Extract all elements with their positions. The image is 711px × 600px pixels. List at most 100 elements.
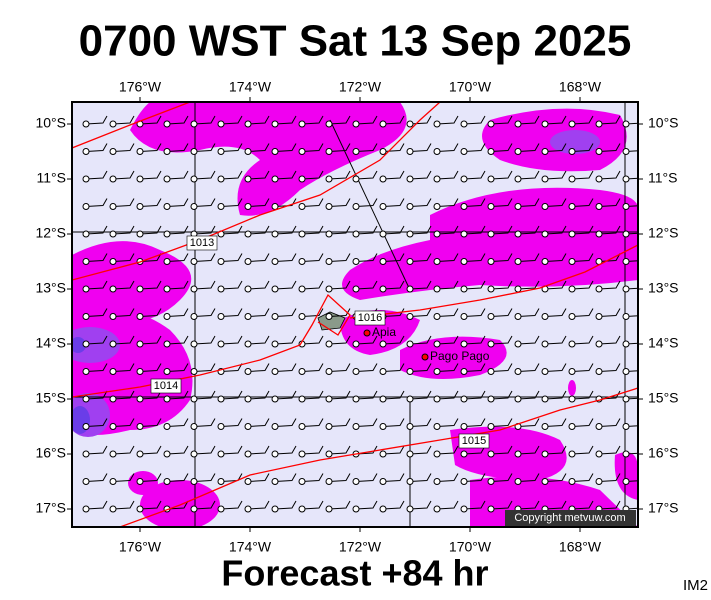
- wind-barb: [166, 143, 189, 152]
- lat-label: 14°S: [35, 335, 66, 351]
- island: [317, 311, 346, 331]
- wind-barb: [301, 198, 324, 207]
- barb-station: [487, 478, 495, 485]
- lat-label: 16°S: [648, 445, 679, 461]
- wind-barb: [436, 335, 459, 345]
- wind-barb: [598, 363, 621, 372]
- barb-station: [406, 148, 414, 155]
- barb-station: [325, 285, 333, 293]
- barb-station: [622, 478, 630, 485]
- wind-barb: [436, 280, 459, 290]
- barb-station: [433, 230, 441, 238]
- barb-station: [514, 175, 522, 183]
- wind-barb: [166, 280, 189, 290]
- wind-barb: [544, 170, 567, 180]
- barb-station: [217, 423, 225, 430]
- barb-station: [622, 175, 630, 183]
- place-label: Apia: [372, 325, 396, 339]
- barb-station: [244, 258, 252, 265]
- wind-barb: [436, 143, 459, 152]
- wind-barb: [382, 500, 405, 510]
- wind-barb: [598, 500, 621, 510]
- barb-station: [217, 120, 225, 128]
- wind-barb: [301, 473, 324, 482]
- barb-station: [406, 340, 414, 348]
- barb-station: [379, 285, 387, 293]
- barb-station: [595, 148, 603, 155]
- barb-station: [433, 258, 441, 265]
- barb-station: [271, 395, 279, 403]
- barb-station: [568, 450, 576, 458]
- wind-barb: [301, 363, 324, 372]
- barb-station: [325, 423, 333, 430]
- credit: Copyright metvuw.com: [514, 512, 625, 524]
- wind-barb: [463, 143, 486, 152]
- barb-station: [514, 230, 522, 238]
- barb-station: [460, 120, 468, 128]
- barb-station: [514, 148, 522, 155]
- wind-barb: [274, 390, 297, 400]
- barb-station: [433, 395, 441, 403]
- wind-barb: [220, 280, 243, 290]
- barb-station: [136, 148, 144, 155]
- wind-barb: [220, 418, 243, 427]
- wind-barb: [274, 143, 297, 152]
- barb-station: [568, 368, 576, 375]
- wind-barb: [139, 335, 162, 345]
- barb-station: [136, 313, 144, 320]
- barb-station: [595, 120, 603, 128]
- wind-barb: [139, 500, 162, 510]
- barb-station: [82, 313, 90, 320]
- barb-station: [244, 175, 252, 183]
- wind-barb: [436, 115, 459, 125]
- wind-barb: [409, 445, 432, 455]
- wind-barb: [193, 280, 216, 290]
- wind-barb: [112, 473, 135, 482]
- isobar: [72, 102, 191, 149]
- wind-barb: [544, 198, 567, 207]
- wind-barb: [355, 253, 378, 262]
- barb-station: [190, 148, 198, 155]
- barb-station: [460, 340, 468, 348]
- wind-barb: [409, 225, 432, 235]
- barb-station: [109, 230, 117, 238]
- barb-station: [487, 175, 495, 183]
- wind-barb: [355, 335, 378, 345]
- wind-barb: [382, 170, 405, 180]
- wind-barb: [463, 363, 486, 372]
- wind-barb: [382, 225, 405, 235]
- wind-barb: [85, 308, 108, 317]
- barb-station: [271, 423, 279, 430]
- barb-station: [541, 395, 549, 403]
- wind-barb: [301, 143, 324, 152]
- wind-barb: [139, 225, 162, 235]
- barb-station: [271, 478, 279, 485]
- barb-station: [325, 120, 333, 128]
- wind-barb: [625, 370, 638, 372]
- wind-barb: [544, 363, 567, 372]
- wind-barb: [328, 473, 351, 482]
- wind-barb: [598, 225, 621, 235]
- wind-barb: [571, 445, 594, 455]
- wind-barb: [463, 500, 486, 510]
- barb-station: [325, 368, 333, 375]
- wind-barb: [463, 198, 486, 207]
- lat-label: 10°S: [35, 115, 66, 131]
- wind-barb: [247, 198, 270, 207]
- barb-station: [433, 423, 441, 430]
- barb-station: [136, 368, 144, 375]
- wind-barb: [193, 473, 216, 482]
- wind-barb: [382, 115, 405, 125]
- wind-barb: [382, 280, 405, 290]
- wind-barb: [490, 445, 513, 455]
- wind-barb: [166, 253, 189, 262]
- wind-barb: [490, 418, 513, 427]
- barb-station: [568, 340, 576, 348]
- wind-barb: [409, 280, 432, 290]
- barb-station: [379, 450, 387, 458]
- wind-barb: [112, 445, 135, 455]
- wind-barb: [598, 253, 621, 262]
- barb-station: [433, 313, 441, 320]
- wind-barb: [625, 232, 638, 235]
- barb-station: [217, 478, 225, 485]
